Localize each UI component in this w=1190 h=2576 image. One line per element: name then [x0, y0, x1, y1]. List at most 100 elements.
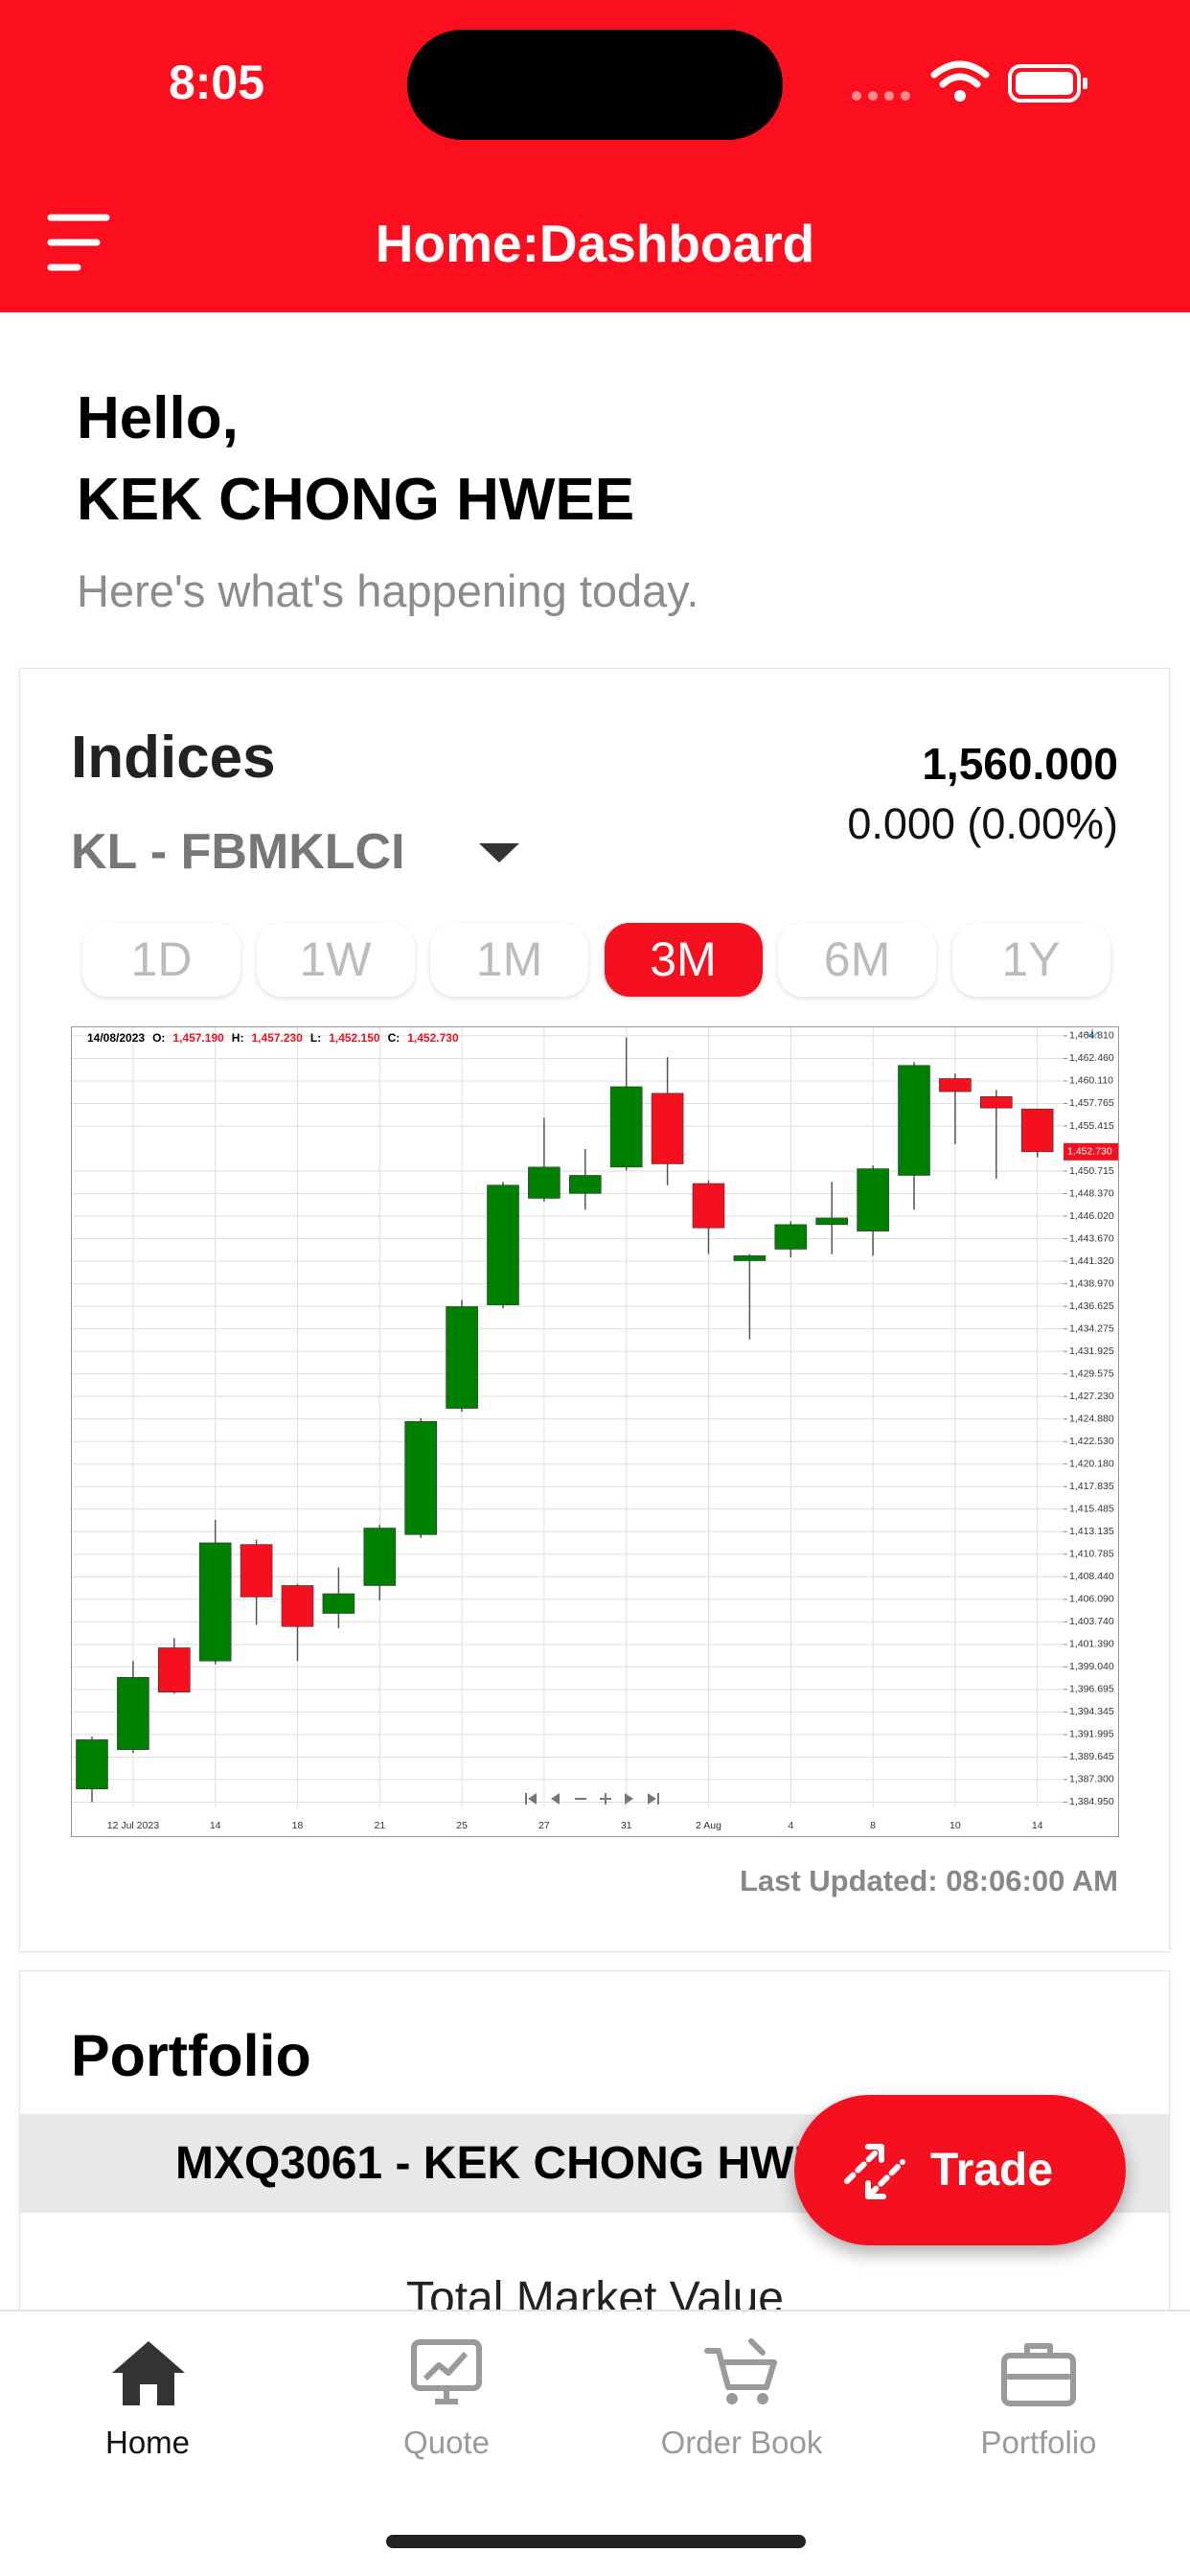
status-time: 8:05 [168, 56, 265, 109]
chart-export-icon[interactable] [1086, 1029, 1099, 1040]
ohlc-value: 1,452.730 [407, 1031, 459, 1045]
index-price: 1,560.000 [922, 739, 1118, 789]
y-tick-label: 1,448.370 [1069, 1187, 1114, 1199]
x-tick-label: 14 [1032, 1820, 1043, 1831]
ohlc-value: 1,452.150 [329, 1031, 380, 1045]
candle-body [651, 1092, 684, 1164]
y-tick-label: 1,455.415 [1069, 1120, 1114, 1132]
y-tick-label: 1,420.180 [1069, 1459, 1114, 1470]
account-name[interactable]: MXQ3061 - KEK CHONG HWEE [175, 2138, 856, 2189]
greeting-subtitle: Here's what's happening today. [77, 565, 699, 616]
candle-body [609, 1086, 643, 1168]
index-selector[interactable]: KL - FBMKLCI [71, 824, 405, 880]
portfolio-icon[interactable] [1000, 2338, 1077, 2407]
period-button[interactable]: 1W [256, 923, 415, 997]
y-tick-label: 1,413.135 [1069, 1526, 1114, 1537]
period-button[interactable]: 1M [430, 923, 588, 997]
period-button[interactable]: 3M [604, 923, 763, 997]
candle-body [857, 1168, 889, 1231]
trade-label[interactable]: Trade [930, 2145, 1054, 2196]
candle-body [774, 1224, 808, 1250]
y-tick-label: 1,408.440 [1069, 1571, 1114, 1582]
y-tick-label: 1,403.740 [1069, 1616, 1114, 1627]
header-title: Home:Dashboard [375, 214, 815, 273]
y-tick-label: 1,389.645 [1069, 1751, 1114, 1762]
candle-body [363, 1528, 397, 1586]
ohlc-date: 14/08/2023 [87, 1031, 145, 1045]
y-tick-label: 1,460.110 [1069, 1075, 1113, 1087]
y-tick-label: 1,391.995 [1069, 1729, 1114, 1740]
candle-body [815, 1217, 849, 1226]
home-icon[interactable] [110, 2338, 187, 2407]
y-tick-label: 1,436.625 [1069, 1300, 1114, 1312]
tab-portfolio[interactable]: Portfolio [980, 2425, 1097, 2460]
tab-order-book[interactable]: Order Book [660, 2425, 823, 2460]
y-tick-label: 1,417.835 [1069, 1481, 1114, 1492]
y-tick-label: 1,450.715 [1069, 1165, 1114, 1177]
indices-title: Indices [71, 724, 276, 791]
tab-quote[interactable]: Quote [403, 2425, 490, 2460]
x-tick-label: 21 [374, 1820, 385, 1831]
candlestick-chart: 1,464.810 1,462.460 1,460.110 1,457.765 1,45… [71, 1026, 1119, 1837]
x-tick-label: 25 [456, 1820, 468, 1831]
chart-nav[interactable] [525, 1793, 659, 1805]
y-tick-label: 1,462.460 [1069, 1052, 1114, 1064]
x-tick-label: 10 [950, 1820, 961, 1831]
index-change: 0.000 (0.00%) [847, 799, 1118, 848]
candle-body [1020, 1108, 1054, 1153]
portfolio-title: Portfolio [71, 2023, 311, 2088]
y-tick-label: 1,384.950 [1069, 1796, 1114, 1807]
tab-home[interactable]: Home [104, 2425, 191, 2460]
ohlc-key: L: [310, 1031, 321, 1045]
dropdown-arrow[interactable] [477, 841, 521, 864]
period-button[interactable]: 6M [778, 923, 936, 997]
y-tick-label: 1,410.785 [1069, 1549, 1114, 1560]
x-tick-label: 4 [788, 1820, 793, 1831]
last-updated: Last Updated: 08:06:00 AM [739, 1864, 1118, 1898]
y-tick-label: 1,424.880 [1069, 1413, 1114, 1424]
x-tick-label: 8 [870, 1820, 876, 1831]
y-tick-label: 1,464.810 [1069, 1030, 1114, 1042]
candle-body [281, 1585, 314, 1627]
x-tick-label: 18 [292, 1820, 304, 1831]
dynamic-island [407, 30, 783, 140]
period-button[interactable]: 1Y [951, 923, 1110, 997]
candle-body [158, 1647, 191, 1693]
y-tick-label: 1,457.765 [1069, 1097, 1114, 1109]
candle-body [117, 1677, 149, 1750]
y-tick-label: 1,394.345 [1069, 1706, 1114, 1717]
trade-button[interactable] [794, 2095, 1126, 2245]
quote-icon[interactable] [408, 2338, 485, 2407]
candle-body [198, 1542, 232, 1662]
y-tick-label: 1,446.020 [1069, 1210, 1114, 1222]
ohlc-key: C: [388, 1031, 400, 1045]
candle-body [322, 1593, 355, 1614]
y-tick-label: 1,441.320 [1069, 1255, 1114, 1267]
y-tick-label: 1,401.390 [1069, 1639, 1114, 1650]
ohlc-key: O: [152, 1031, 165, 1045]
period-button[interactable]: 1D [82, 923, 240, 997]
y-tick-label: 1,399.040 [1069, 1661, 1114, 1672]
y-tick-label: 1,429.575 [1069, 1368, 1114, 1379]
x-tick-label: 14 [210, 1820, 221, 1831]
home-indicator [386, 2535, 806, 2548]
y-tick-label: 1,422.530 [1069, 1436, 1114, 1447]
menu-button[interactable] [43, 206, 120, 279]
order-book-icon[interactable] [703, 2335, 782, 2408]
candle-body [404, 1420, 438, 1535]
greeting-hello: Hello, [77, 385, 239, 451]
candle-body [692, 1183, 725, 1229]
candle-body [939, 1078, 972, 1092]
trade-icon [844, 2144, 905, 2199]
candle-body [76, 1739, 108, 1790]
ohlc-header: 14/08/2023 O: 1,457.190 H: 1,457.230 L: 1,452.… [87, 1031, 459, 1045]
y-tick-label: 1,434.275 [1069, 1322, 1114, 1334]
tab-bar [0, 2310, 1190, 2576]
candle-body [528, 1166, 561, 1199]
y-tick-label: 1,427.230 [1069, 1391, 1114, 1402]
x-tick-label: 31 [621, 1820, 632, 1831]
chart-frame [71, 1026, 1119, 1837]
last-price-marker [1064, 1142, 1118, 1161]
y-tick-label: 1,431.925 [1069, 1346, 1114, 1357]
